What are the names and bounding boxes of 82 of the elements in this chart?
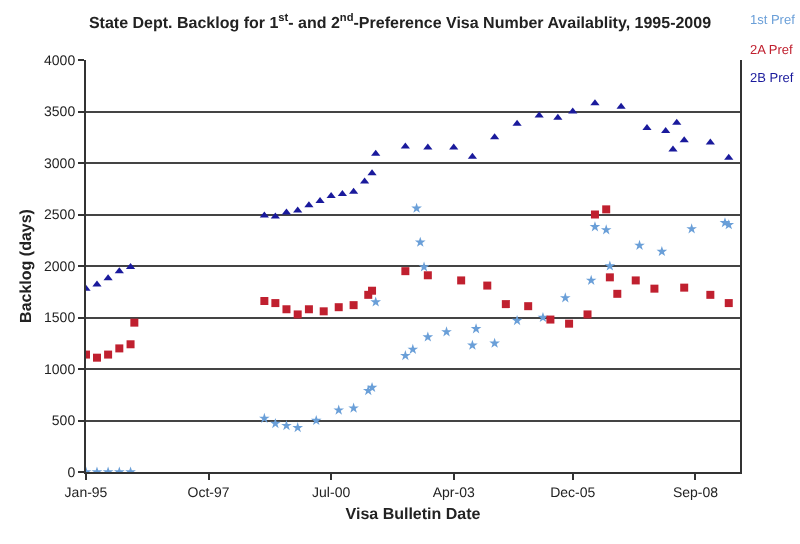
point	[334, 303, 343, 312]
point	[115, 344, 124, 353]
point	[585, 274, 597, 285]
point	[489, 337, 500, 348]
point	[680, 283, 689, 292]
point	[326, 191, 336, 198]
point	[371, 149, 381, 156]
point	[650, 284, 659, 293]
point	[656, 245, 668, 257]
point	[604, 260, 616, 271]
point	[470, 323, 482, 334]
point	[423, 271, 432, 280]
point	[400, 350, 411, 361]
point	[634, 239, 645, 250]
point	[724, 299, 733, 308]
point	[315, 197, 325, 204]
point	[672, 118, 682, 125]
point	[337, 189, 347, 196]
chart-title: State Dept. Backlog for 1$^{st}$- and 2$^{nd}$-Preference Visa Number Availablity, 1995-2009	[88, 10, 713, 32]
point	[270, 212, 280, 219]
y-axis-title: Backlog (days)	[17, 208, 36, 323]
point	[600, 224, 612, 235]
point	[668, 145, 678, 152]
point	[349, 301, 358, 310]
point	[605, 273, 614, 282]
point	[490, 133, 500, 140]
point	[568, 107, 578, 114]
point	[706, 290, 715, 299]
point	[319, 307, 328, 316]
point	[590, 210, 599, 219]
point	[553, 113, 563, 120]
x-axis-title: Visa Bulletin Date	[345, 505, 482, 523]
point	[441, 326, 452, 337]
point	[92, 353, 101, 362]
point	[293, 310, 302, 319]
point	[524, 302, 533, 311]
point	[512, 119, 522, 126]
point	[534, 111, 544, 118]
point	[423, 143, 433, 150]
point	[333, 404, 345, 415]
point	[401, 267, 410, 276]
point	[281, 420, 292, 431]
point	[271, 299, 280, 308]
point	[546, 315, 555, 324]
point	[565, 319, 574, 328]
point	[270, 418, 281, 429]
point	[259, 412, 270, 423]
point	[501, 300, 510, 309]
point	[422, 331, 434, 342]
point	[114, 267, 124, 274]
point	[304, 305, 313, 314]
point	[259, 211, 269, 218]
point	[348, 402, 359, 413]
point	[130, 318, 139, 327]
point	[613, 289, 622, 298]
point	[589, 221, 601, 232]
point	[631, 276, 640, 285]
point	[411, 202, 422, 213]
point	[104, 350, 113, 359]
point	[724, 153, 734, 160]
point	[92, 280, 102, 287]
point	[449, 143, 459, 150]
point	[511, 315, 523, 326]
point	[483, 281, 492, 290]
point	[559, 292, 571, 303]
point	[467, 339, 478, 350]
point	[616, 102, 626, 109]
point	[400, 142, 410, 149]
point	[407, 343, 419, 354]
point	[310, 414, 322, 426]
point	[602, 205, 611, 214]
point	[457, 276, 466, 285]
point	[260, 297, 269, 306]
point	[282, 305, 291, 314]
point	[370, 296, 382, 307]
point	[418, 261, 430, 272]
point	[583, 310, 592, 319]
point	[686, 223, 697, 234]
point	[292, 422, 304, 433]
point	[661, 127, 671, 134]
point	[642, 123, 652, 130]
point	[126, 340, 135, 349]
